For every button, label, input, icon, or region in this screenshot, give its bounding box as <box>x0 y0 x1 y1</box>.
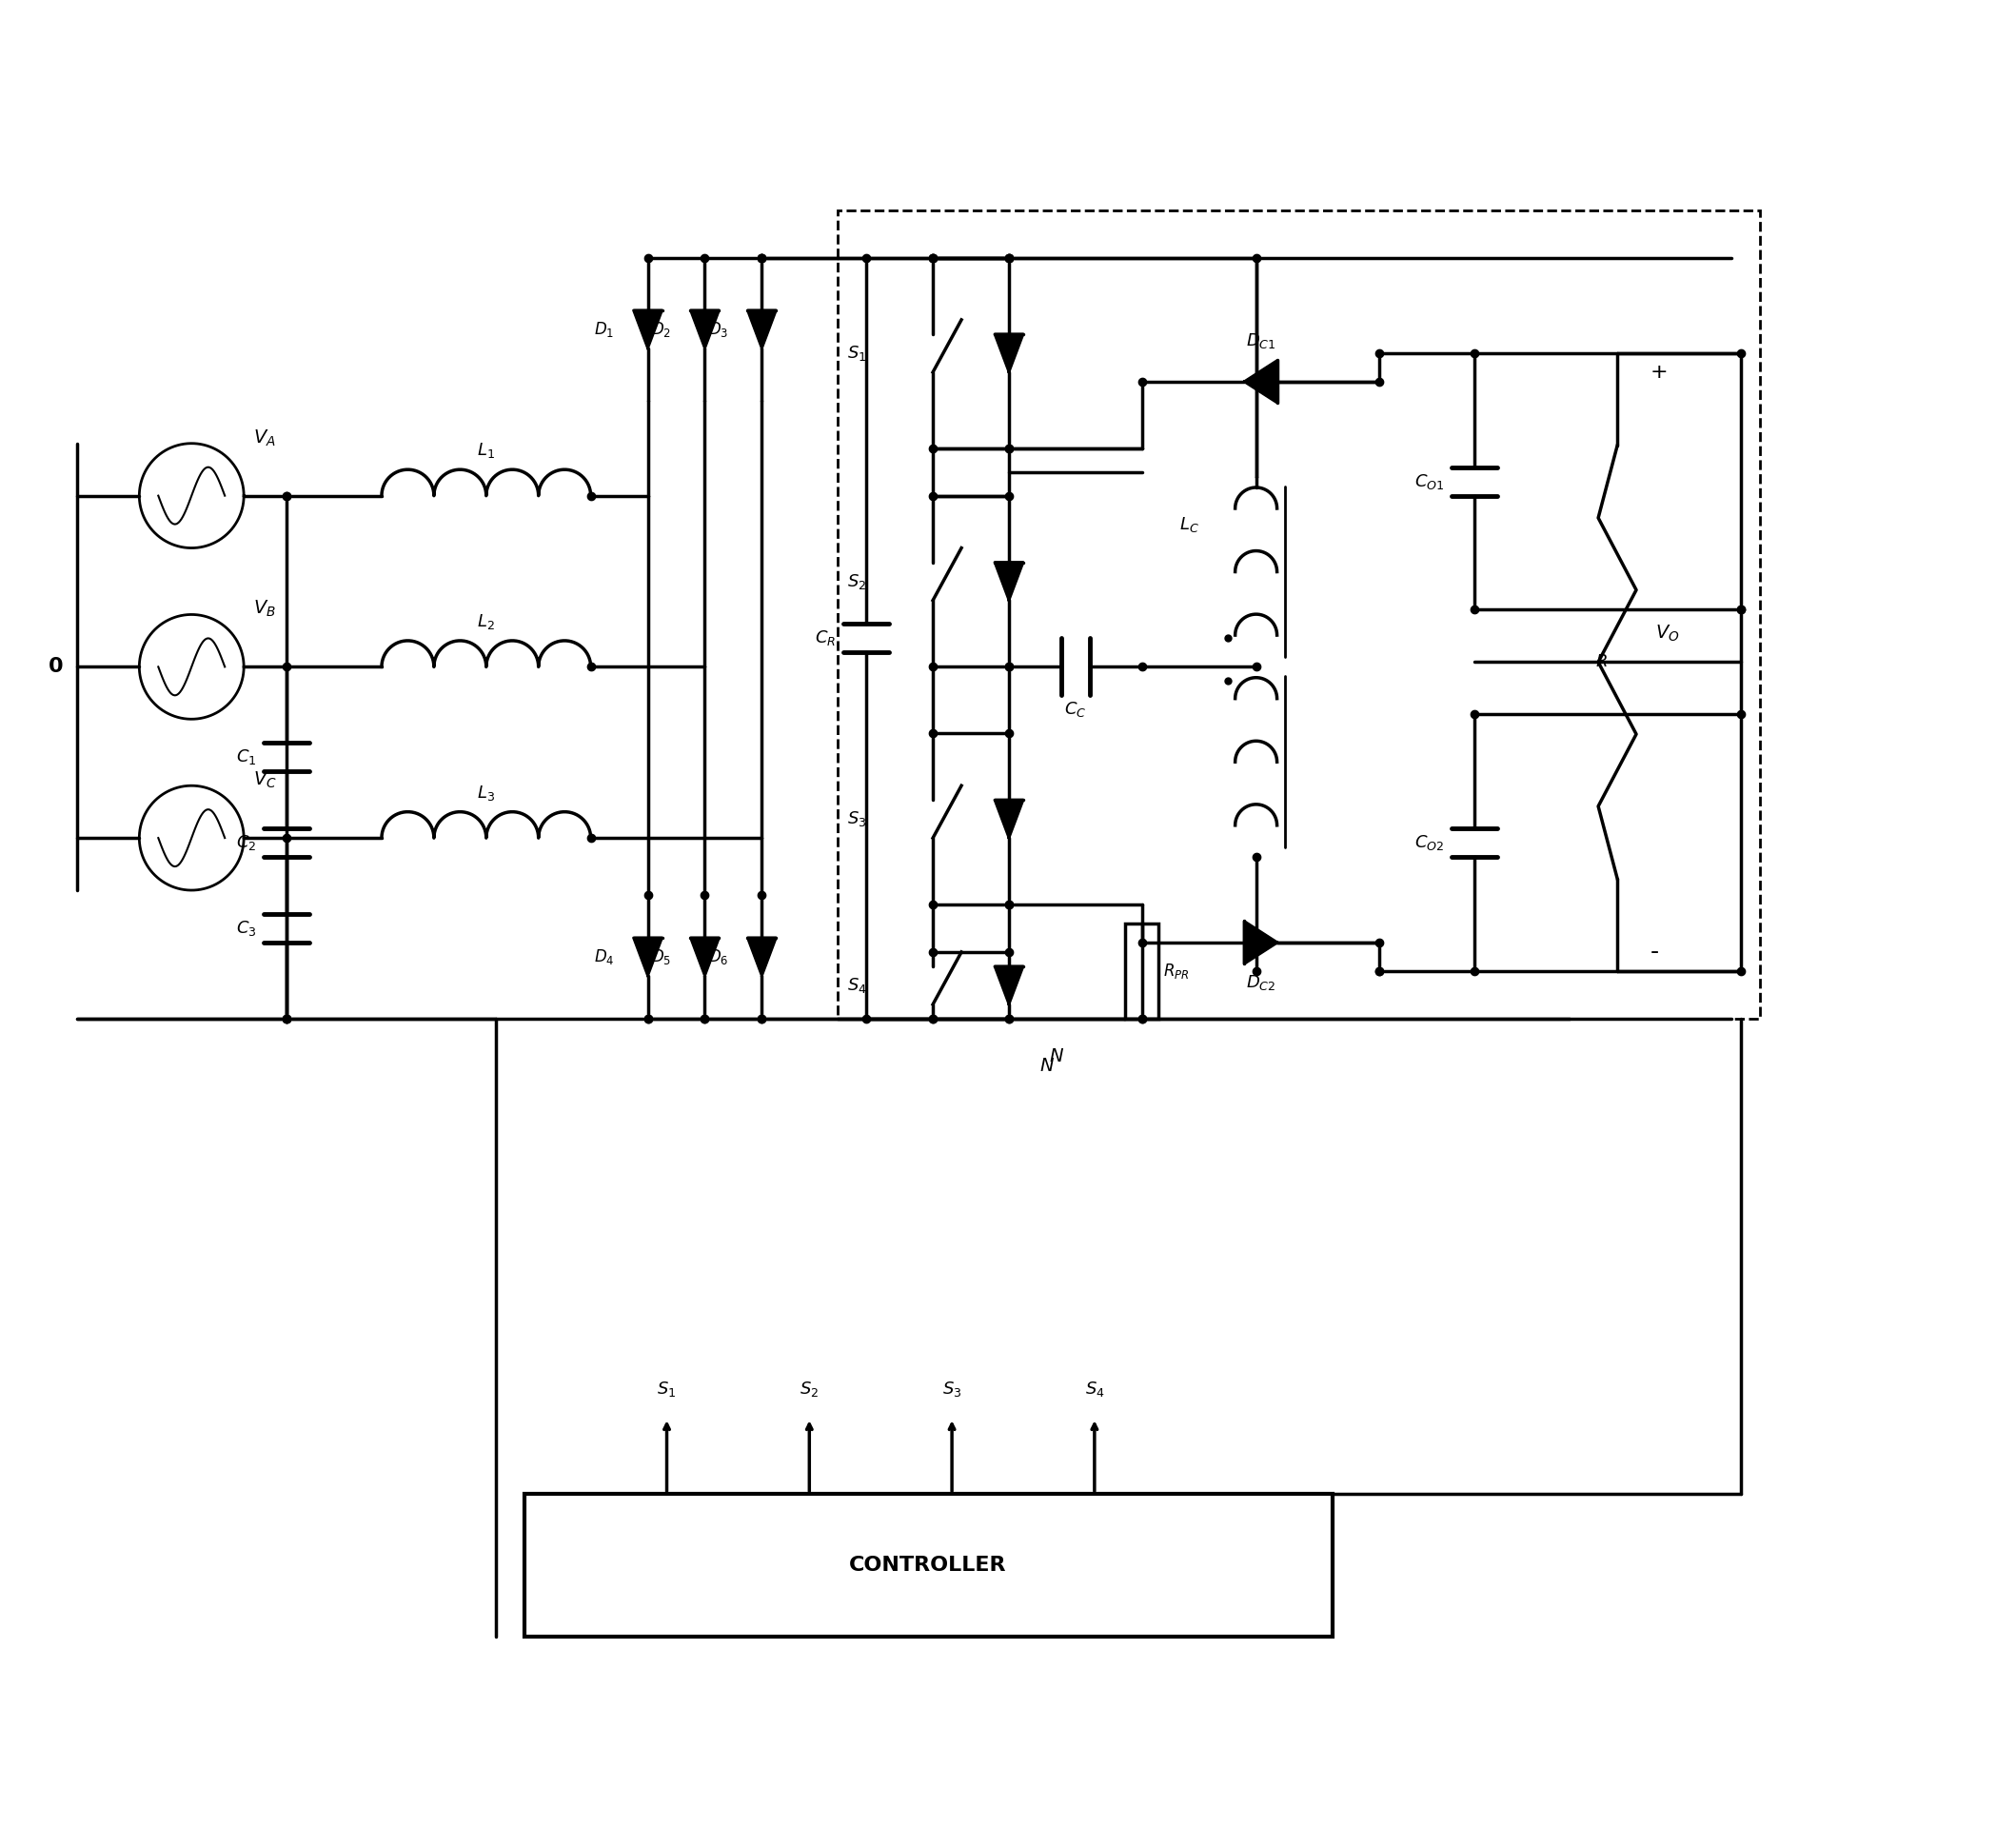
Text: $D_4$: $D_4$ <box>595 947 615 967</box>
Text: $L_3$: $L_3$ <box>478 782 496 802</box>
Text: $N$: $N$ <box>1048 1047 1064 1066</box>
Text: $S_3$: $S_3$ <box>941 1380 962 1398</box>
Polygon shape <box>748 938 776 976</box>
Text: $S_2$: $S_2$ <box>800 1380 818 1398</box>
Polygon shape <box>994 801 1024 837</box>
Text: $S_4$: $S_4$ <box>1085 1380 1105 1398</box>
Text: $C_{O1}$: $C_{O1}$ <box>1415 472 1443 492</box>
Text: CONTROLLER: CONTROLLER <box>849 1556 1006 1574</box>
Polygon shape <box>1244 921 1278 963</box>
Text: +: + <box>1651 362 1669 382</box>
Text: $R$: $R$ <box>1595 653 1607 671</box>
Text: $S_1$: $S_1$ <box>847 344 867 362</box>
Text: $L_2$: $L_2$ <box>478 612 496 631</box>
Bar <box>1125 923 1159 1018</box>
Text: $V_B$: $V_B$ <box>254 600 276 620</box>
Text: $V_C$: $V_C$ <box>254 770 276 790</box>
Polygon shape <box>1244 360 1278 402</box>
Text: $V_O$: $V_O$ <box>1655 623 1679 643</box>
Text: $C_3$: $C_3$ <box>236 919 256 938</box>
Polygon shape <box>748 311 776 349</box>
Text: $D_2$: $D_2$ <box>651 320 671 338</box>
Text: $D_3$: $D_3$ <box>708 320 728 338</box>
Text: $S_3$: $S_3$ <box>847 810 867 828</box>
Polygon shape <box>994 335 1024 373</box>
Text: $C_C$: $C_C$ <box>1064 700 1087 718</box>
Text: $\mathbf{0}$: $\mathbf{0}$ <box>48 658 62 676</box>
Text: $D_6$: $D_6$ <box>708 947 728 967</box>
Text: $D_5$: $D_5$ <box>651 947 671 967</box>
Text: $D_{C1}$: $D_{C1}$ <box>1246 331 1276 351</box>
Text: $S_1$: $S_1$ <box>657 1380 677 1398</box>
Polygon shape <box>994 967 1024 1004</box>
Text: $V_A$: $V_A$ <box>254 428 276 448</box>
Polygon shape <box>994 563 1024 600</box>
Polygon shape <box>633 311 661 349</box>
Text: $L_C$: $L_C$ <box>1179 515 1200 534</box>
Text: $S_4$: $S_4$ <box>847 976 867 994</box>
Polygon shape <box>691 938 720 976</box>
Text: $D_1$: $D_1$ <box>595 320 615 338</box>
Text: $R_{PR}$: $R_{PR}$ <box>1163 962 1189 980</box>
Text: $N$: $N$ <box>1040 1057 1054 1075</box>
Text: $C_1$: $C_1$ <box>236 748 256 766</box>
Polygon shape <box>633 938 661 976</box>
Text: $D_{C2}$: $D_{C2}$ <box>1246 974 1276 993</box>
Text: $C_2$: $C_2$ <box>236 834 256 852</box>
Polygon shape <box>691 311 720 349</box>
Text: -: - <box>1651 941 1659 963</box>
Text: $C_R$: $C_R$ <box>814 629 837 647</box>
Text: $L_1$: $L_1$ <box>478 441 496 461</box>
Text: $C_{O2}$: $C_{O2}$ <box>1415 834 1443 852</box>
Text: $S_2$: $S_2$ <box>847 572 867 590</box>
Bar <box>524 1493 1333 1636</box>
